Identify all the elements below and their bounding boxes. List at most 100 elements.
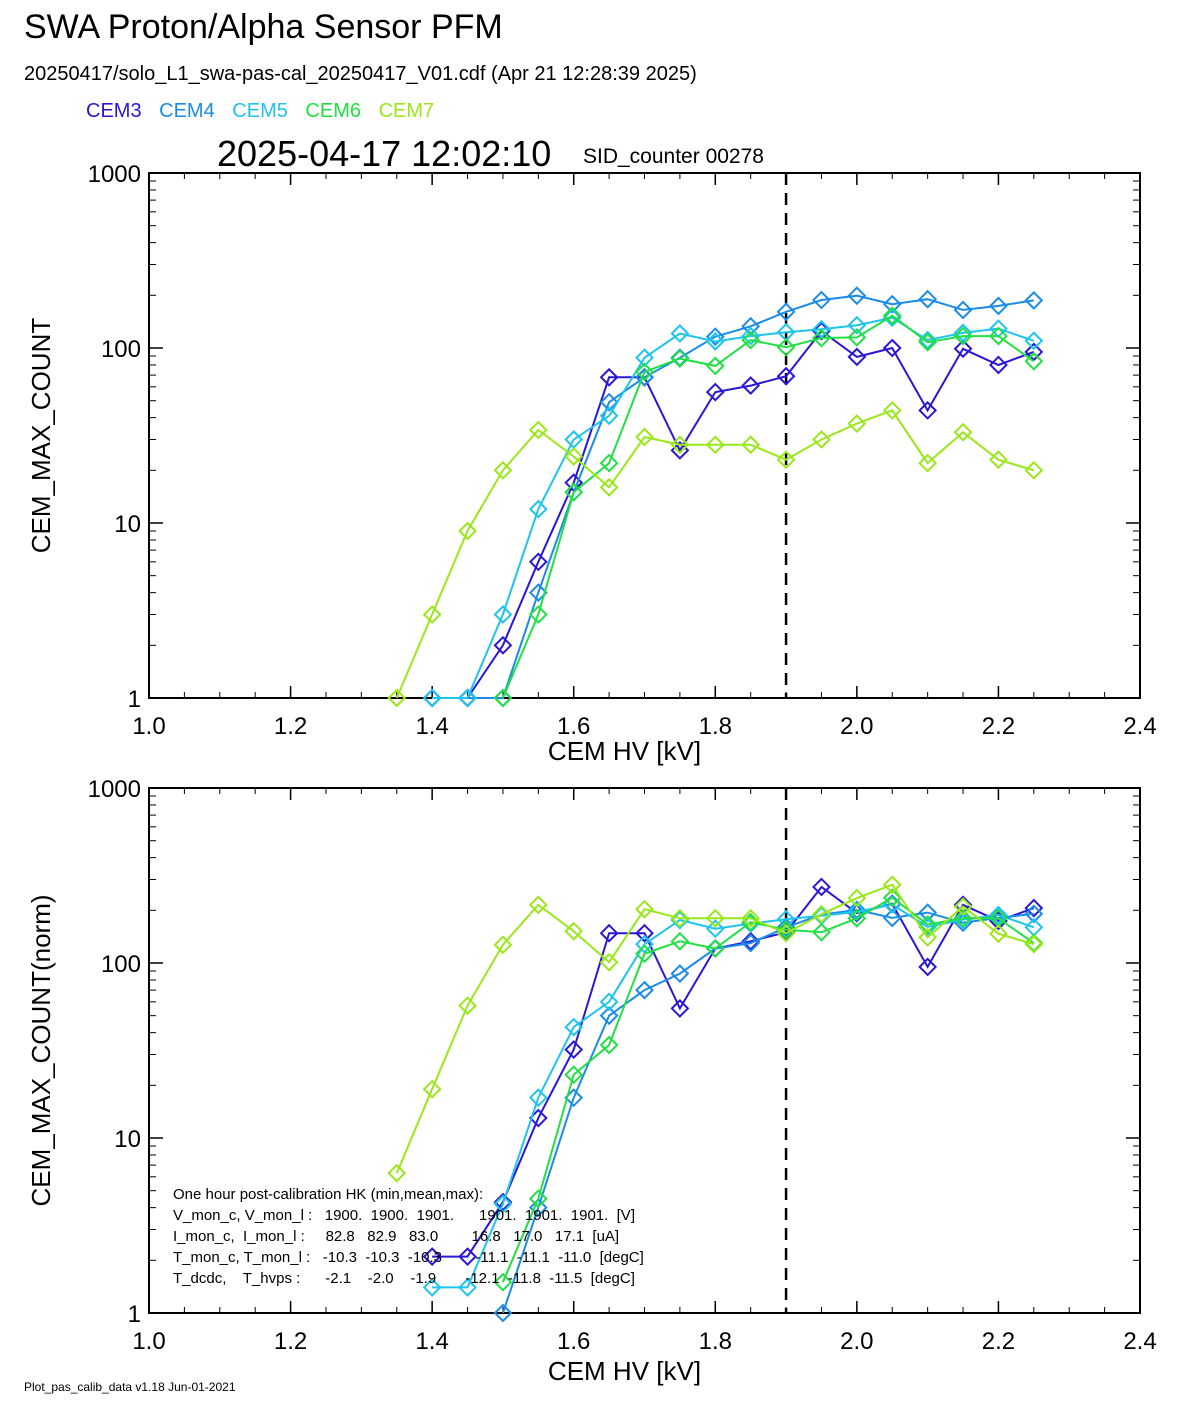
timestamp: 2025-04-17 12:02:10 (217, 133, 552, 174)
data-point (847, 315, 867, 335)
data-point (989, 450, 1008, 470)
x-tick-label: 1.6 (557, 1328, 590, 1355)
data-point (776, 920, 796, 940)
data-point (422, 1247, 442, 1267)
series-line (432, 885, 1035, 1258)
data-point (493, 1303, 513, 1323)
data-point (741, 908, 761, 928)
y-tick-label: 1 (128, 686, 141, 713)
hk-row: T_mon_c, T_mon_l : -10.3 -10.3 -10.3 -11… (173, 1249, 644, 1266)
data-point (599, 923, 619, 943)
data-point (776, 366, 796, 386)
data-point (847, 347, 867, 367)
series-line (395, 883, 1035, 1174)
file-info: 20250417/solo_L1_swa-pas-cal_20250417_V0… (24, 63, 697, 85)
data-point (1024, 460, 1044, 480)
data-point (635, 944, 654, 964)
data-point (705, 908, 725, 928)
data-point (528, 1198, 548, 1218)
data-point (812, 904, 831, 924)
data-point (635, 980, 654, 1000)
legend-item-cem6: CEM6 (305, 100, 361, 122)
data-point (882, 908, 902, 928)
data-point (953, 323, 973, 343)
data-point (989, 326, 1008, 346)
data-point (493, 1272, 513, 1292)
data-point (458, 1278, 477, 1297)
data-point (670, 999, 690, 1018)
y-axis-title: CEM_MAX_COUNT (26, 318, 56, 554)
data-point (812, 430, 831, 449)
data-point (741, 326, 761, 346)
data-point (918, 903, 938, 923)
data-point (493, 1192, 513, 1212)
y-tick-label: 100 (101, 951, 141, 978)
data-point (741, 316, 761, 336)
data-point (882, 875, 902, 895)
data-point (953, 300, 973, 320)
data-point (493, 460, 513, 480)
data-point (599, 453, 619, 473)
data-point (493, 935, 513, 955)
x-tick-label: 2.2 (982, 713, 1015, 740)
data-point (599, 1006, 619, 1026)
footer-version: Plot_pas_calib_data v1.18 Jun-01-2021 (24, 1380, 236, 1394)
data-point (918, 453, 938, 473)
y-tick-label: 1000 (88, 776, 141, 803)
data-point (1024, 291, 1044, 310)
data-point (1024, 331, 1044, 351)
series-line (501, 896, 1035, 1283)
data-point (989, 905, 1008, 925)
data-point (528, 895, 548, 915)
data-point (705, 382, 725, 402)
data-point (458, 1247, 477, 1267)
data-point (1024, 934, 1044, 954)
x-tick-label: 2.0 (840, 713, 873, 740)
chart-panel-1: 1.0 1.2 1.4 1.6 1.8 2.0 2.2 2.4 1 10 100 1000 CEM HV… (26, 161, 1157, 766)
data-point (1024, 898, 1044, 918)
data-point (812, 290, 831, 310)
data-point (458, 688, 477, 708)
data-point (776, 337, 796, 357)
data-point (918, 928, 938, 947)
data-point (741, 376, 761, 395)
data-point (847, 902, 867, 922)
chart-panel-2: 1.0 1.2 1.4 1.6 1.8 2.0 2.2 2.4 1 10 100 1000 CEM HV… (26, 776, 1157, 1386)
x-tick-label: 2.0 (840, 1328, 873, 1355)
data-point (847, 327, 867, 347)
data-point (670, 435, 690, 455)
series-line (432, 294, 1034, 699)
y-tick-label: 1000 (88, 161, 141, 188)
data-point (564, 1065, 584, 1085)
data-point (493, 1194, 513, 1214)
data-point (776, 302, 796, 322)
data-point (741, 330, 761, 350)
x-tick-label: 1.6 (557, 713, 590, 740)
data-point (1024, 351, 1044, 371)
data-point (635, 934, 654, 954)
legend-item-cem4: CEM4 (159, 100, 215, 122)
data-point (989, 296, 1008, 316)
data-point (422, 1278, 442, 1297)
data-point (882, 294, 902, 314)
data-point (882, 338, 902, 358)
data-point (635, 923, 654, 943)
data-point (387, 688, 407, 708)
series-cem5 (422, 308, 1044, 708)
hk-row: V_mon_c, V_mon_l : 1900. 1900. 1901. 190… (173, 1207, 635, 1224)
y-tick-label: 10 (114, 1126, 141, 1153)
data-point (599, 992, 619, 1012)
data-point (705, 435, 725, 455)
y-tick-label: 100 (101, 336, 141, 363)
data-point (847, 286, 867, 306)
data-point (458, 521, 477, 541)
series-cem6 (493, 306, 1044, 708)
x-tick-label: 2.4 (1123, 1328, 1156, 1355)
data-point (705, 939, 725, 958)
data-point (599, 1035, 619, 1055)
x-axis-title: CEM HV [kV] (548, 736, 701, 766)
data-point (776, 909, 796, 929)
data-point (776, 923, 796, 943)
data-point (635, 427, 654, 447)
